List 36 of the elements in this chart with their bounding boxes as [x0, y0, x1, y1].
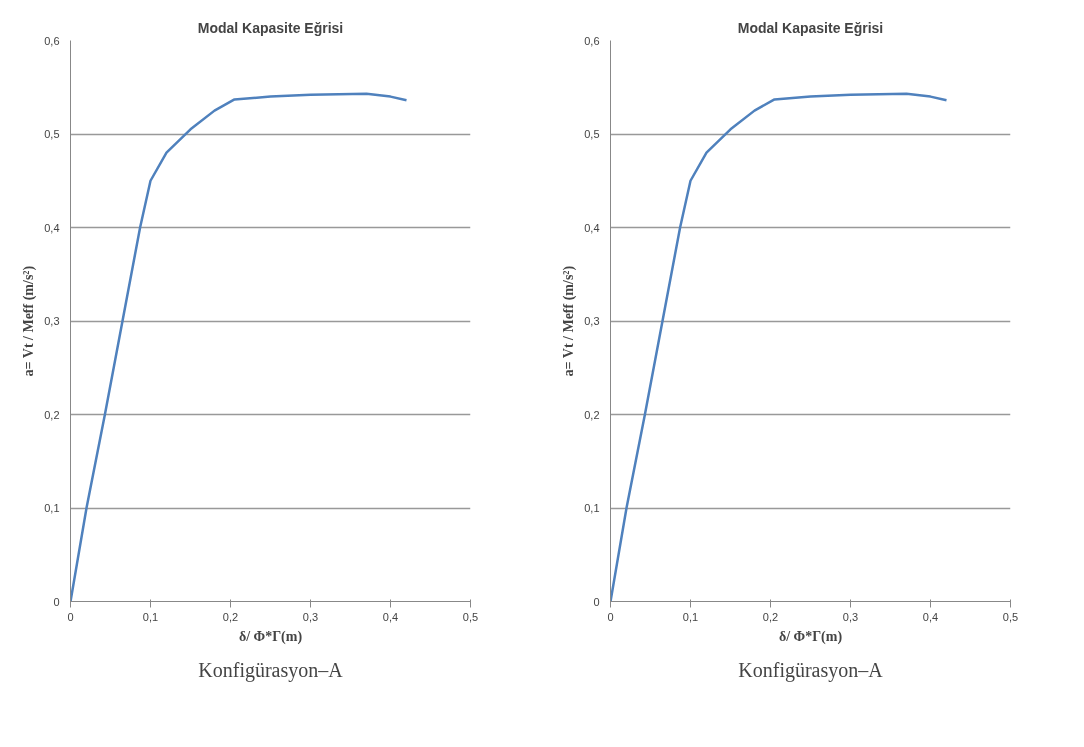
chart-title: Modal Kapasite Eğrisi — [197, 19, 344, 36]
text: Konfigürasyon–A — [738, 658, 884, 682]
y-tick-label: 0,3 — [44, 315, 60, 327]
x-tick-label: 0 — [67, 610, 74, 623]
y-axis-title: a= Vt / Meff (m/s²) — [21, 265, 38, 377]
y-tick-label: 0,6 — [584, 34, 600, 47]
x-axis-title: δ/ Φ*Γ(m) — [778, 628, 843, 645]
y-tick-label: 0 — [53, 595, 60, 608]
line-series — [610, 92, 948, 602]
y-axis-title: a= Vt / Meff (m/s²) — [561, 265, 578, 377]
y-tick-label: 0 — [593, 595, 600, 608]
y-tick-label: 0,1 — [584, 502, 600, 514]
x-tick-label: 0,2 — [222, 610, 239, 623]
text: Konfigürasyon–A — [198, 658, 344, 682]
y-tick-label: 0,4 — [584, 221, 600, 234]
x-tick-label: 0,1 — [142, 610, 159, 623]
x-tick-label: 0,1 — [682, 610, 699, 623]
y-tick-label: 0,2 — [584, 408, 600, 421]
x-tick-label: 0,4 — [922, 610, 939, 623]
y-tick-label: 0,5 — [584, 128, 600, 140]
x-tick-label: 0,4 — [382, 610, 399, 623]
chart-title: Modal Kapasite Eğrisi — [737, 19, 884, 36]
y-tick-label: 0,2 — [44, 408, 60, 421]
x-tick-label: 0,5 — [1002, 610, 1019, 623]
x-tick-label: 0 — [607, 610, 614, 623]
x-tick-label: 0,3 — [842, 610, 859, 623]
line-series — [70, 92, 408, 602]
x-tick-label: 0,2 — [762, 610, 779, 623]
x-axis-title: δ/ Φ*Γ(m) — [238, 628, 303, 645]
y-tick-label: 0,4 — [44, 221, 60, 234]
x-tick-label: 0,3 — [302, 610, 319, 623]
y-tick-label: 0,1 — [44, 502, 60, 514]
y-tick-label: 0,3 — [584, 315, 600, 327]
x-tick-label: 0,5 — [462, 610, 479, 623]
y-tick-label: 0,5 — [44, 128, 60, 140]
y-tick-label: 0,6 — [44, 34, 60, 47]
